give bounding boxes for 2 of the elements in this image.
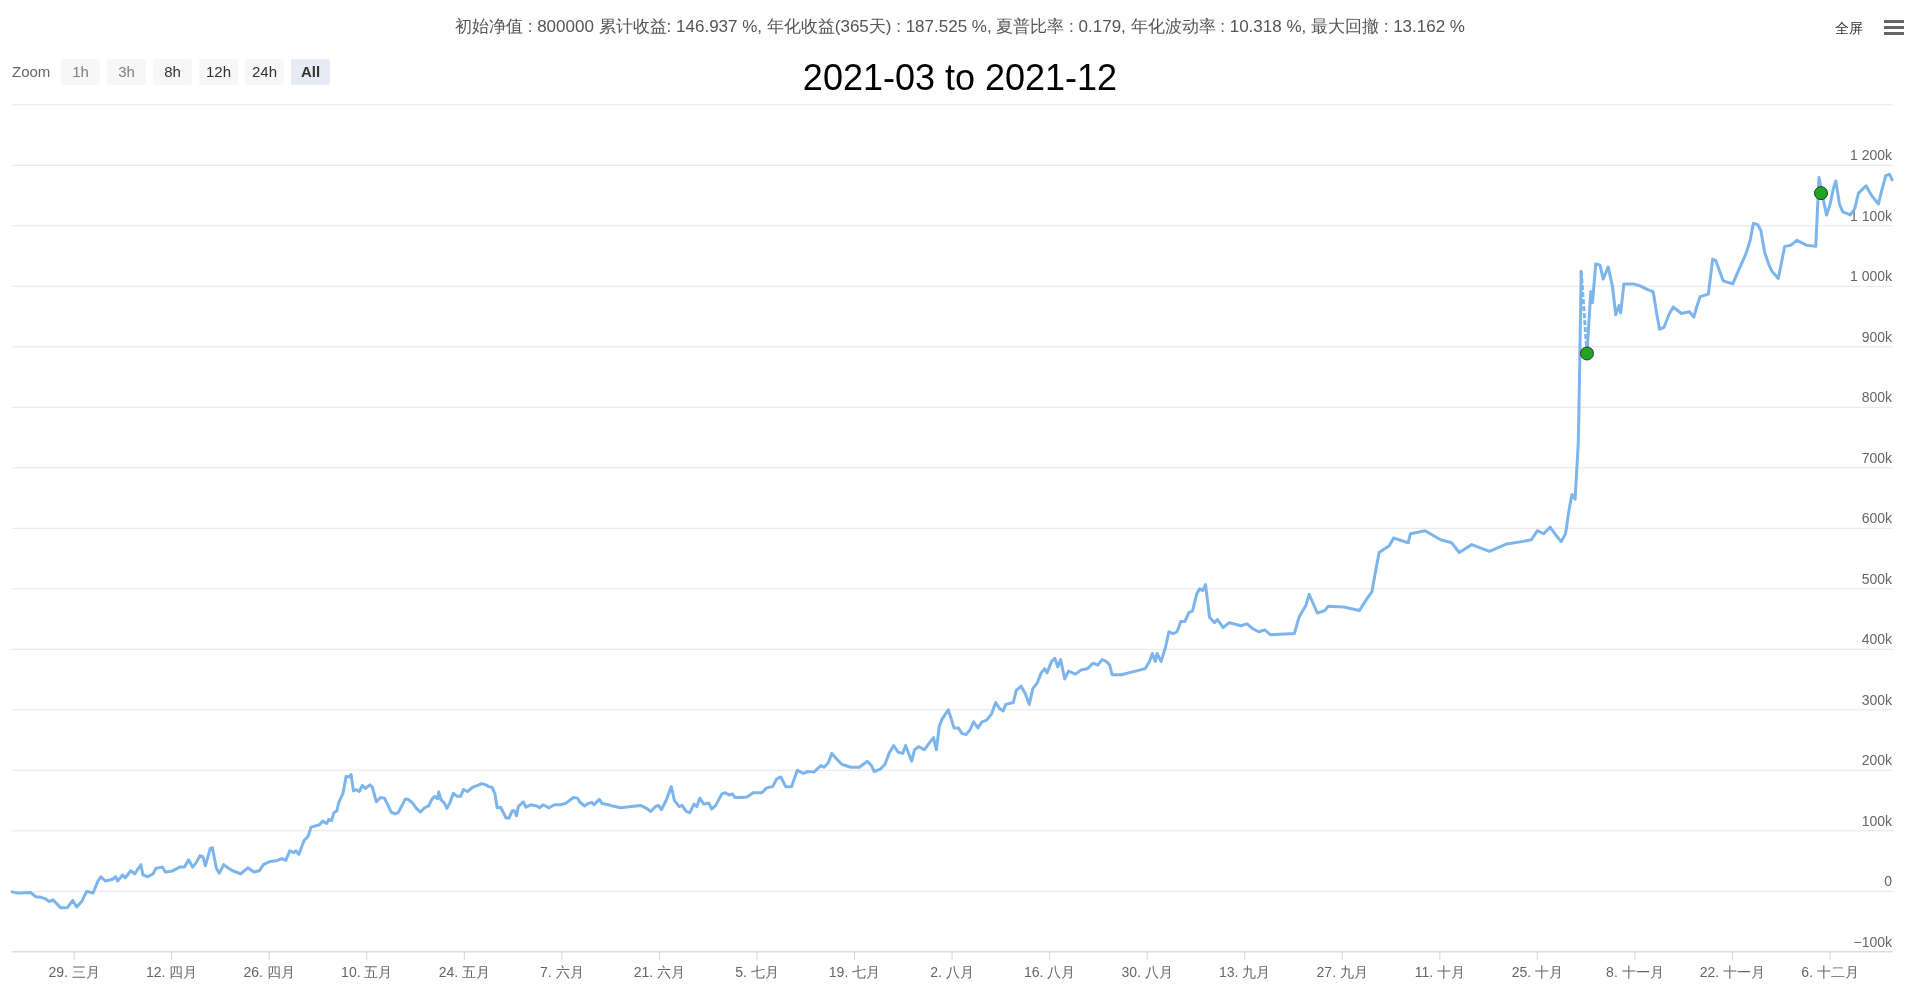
- subtitle: 初始净值 : 800000 累计收益: 146.937 %, 年化收益(365天) : 187.525 %, 夏普比率 : 0.179, 年化波动率 : 10.318 %, 最大回撤 : 13.162 %: [455, 17, 1465, 36]
- title: 2021-03 to 2021-12: [802, 57, 1118, 98]
